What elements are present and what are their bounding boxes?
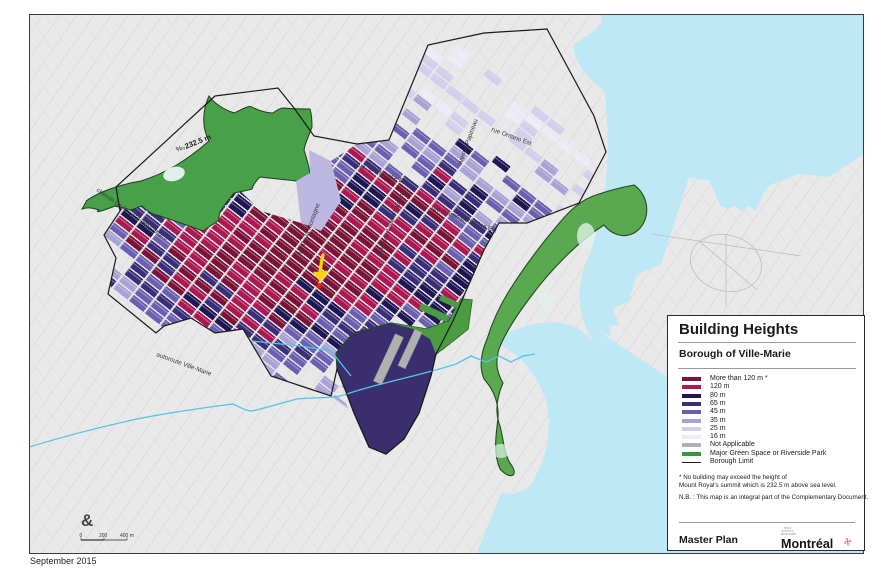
svg-text:valeur du territoire: valeur du territoire bbox=[781, 533, 797, 536]
svg-text:Montréal: Montréal bbox=[781, 537, 833, 551]
svg-text:0: 0 bbox=[80, 533, 83, 539]
svg-text:Service: Service bbox=[784, 528, 792, 530]
svg-text:200: 200 bbox=[99, 533, 108, 539]
svg-text:400 m: 400 m bbox=[120, 533, 134, 539]
svg-text:de la mise en: de la mise en bbox=[782, 531, 794, 533]
svg-text:&: & bbox=[81, 511, 93, 530]
